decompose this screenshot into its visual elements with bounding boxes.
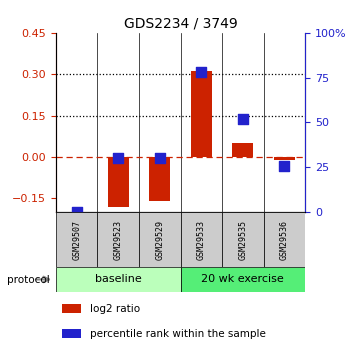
Title: GDS2234 / 3749: GDS2234 / 3749: [123, 16, 238, 30]
Text: percentile rank within the sample: percentile rank within the sample: [90, 329, 266, 339]
Text: GSM29535: GSM29535: [238, 220, 247, 260]
Point: [74, 209, 80, 215]
Bar: [191, 71, 212, 157]
Bar: [222, 212, 264, 267]
Point: [199, 69, 204, 75]
Point: [240, 116, 245, 122]
Bar: [149, 157, 170, 201]
Text: log2 ratio: log2 ratio: [90, 304, 140, 314]
Point: [157, 156, 162, 161]
Text: protocol: protocol: [7, 275, 50, 285]
Bar: [61, 305, 81, 314]
Text: GSM29536: GSM29536: [280, 220, 289, 260]
Bar: [56, 267, 180, 292]
Bar: [61, 329, 81, 338]
Bar: [232, 143, 253, 157]
Text: 20 wk exercise: 20 wk exercise: [201, 275, 284, 284]
Bar: [274, 157, 295, 160]
Bar: [56, 212, 97, 267]
Bar: [97, 212, 139, 267]
Text: GSM29529: GSM29529: [155, 220, 164, 260]
Bar: [264, 212, 305, 267]
Bar: [180, 267, 305, 292]
Text: GSM29533: GSM29533: [197, 220, 206, 260]
Point: [116, 156, 121, 161]
Bar: [139, 212, 180, 267]
Text: GSM29523: GSM29523: [114, 220, 123, 260]
Bar: [108, 157, 129, 207]
Text: GSM29507: GSM29507: [72, 220, 81, 260]
Point: [282, 163, 287, 168]
Bar: [180, 212, 222, 267]
Text: baseline: baseline: [95, 275, 142, 284]
